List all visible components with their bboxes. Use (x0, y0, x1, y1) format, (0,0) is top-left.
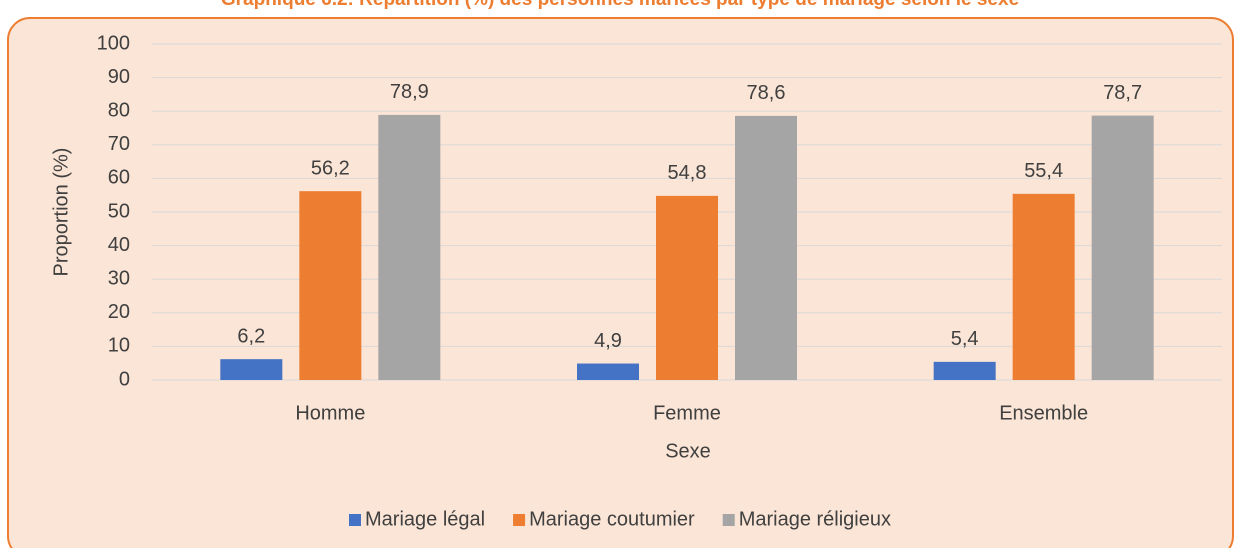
bar (656, 195, 718, 380)
legend-label: Mariage coutumier (529, 508, 695, 530)
bar (378, 114, 441, 381)
value-label: 78,6 (747, 82, 786, 104)
bar (299, 191, 362, 380)
y-tick-label: 50 (108, 200, 130, 222)
y-tick-label: 90 (108, 66, 130, 88)
y-tick-label: 70 (108, 133, 130, 155)
legend-label: Mariage réligieux (739, 508, 891, 530)
y-tick-label: 60 (108, 167, 130, 189)
x-axis-title: Sexe (665, 440, 711, 462)
x-tick-label: Femme (653, 402, 721, 424)
bar (1091, 115, 1154, 381)
value-label: 5,4 (951, 328, 979, 350)
legend-label: Mariage légal (365, 508, 485, 530)
y-axis-title: Proportion (%) (50, 148, 72, 277)
value-label: 78,7 (1103, 82, 1142, 104)
y-tick-label: 80 (108, 99, 130, 121)
legend-swatch (513, 514, 526, 526)
chart-title: Graphique 6.2: Répartition (%) des perso… (221, 0, 1019, 10)
x-tick-label: Homme (295, 402, 365, 424)
value-label: 54,8 (668, 162, 707, 184)
bar (933, 361, 996, 380)
bar (220, 359, 283, 380)
value-label: 6,2 (237, 325, 265, 347)
bar (577, 363, 639, 380)
y-tick-label: 10 (108, 335, 130, 357)
legend-swatch (349, 514, 361, 526)
value-label: 4,9 (594, 330, 622, 352)
value-label: 78,9 (390, 81, 429, 103)
bar (735, 115, 797, 381)
y-tick-label: 40 (108, 234, 130, 256)
y-tick-label: 100 (97, 32, 130, 54)
y-tick-label: 30 (108, 267, 130, 289)
value-label: 56,2 (311, 157, 350, 179)
bar (1012, 193, 1075, 380)
x-tick-label: Ensemble (999, 402, 1088, 424)
legend-swatch (722, 514, 735, 526)
y-tick-label: 0 (119, 368, 130, 390)
y-tick-label: 20 (108, 301, 130, 323)
chart-panel (7, 17, 1234, 548)
value-label: 55,4 (1024, 160, 1063, 182)
